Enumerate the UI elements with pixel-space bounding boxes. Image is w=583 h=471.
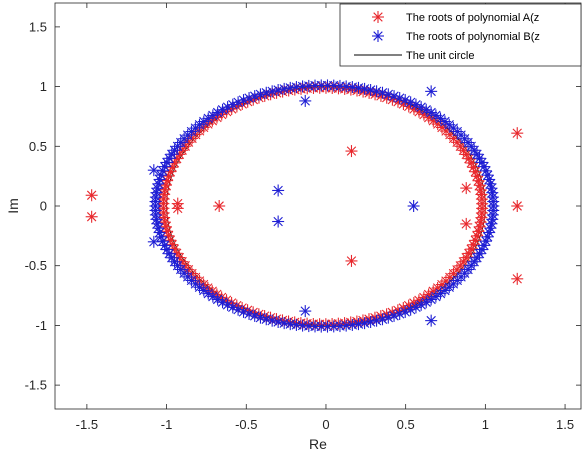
data-point [438,284,451,297]
data-point [346,81,359,94]
data-point [290,318,303,331]
data-point [243,92,256,105]
legend-marker-swatch [372,11,384,23]
x-axis-label: Re [309,436,327,452]
data-point [388,309,401,322]
data-point [352,81,365,94]
data-point [299,305,312,318]
data-point [284,81,297,94]
data-point [382,311,395,324]
y-tick-label: -1.5 [25,378,47,393]
data-point [147,235,160,248]
plot-area [85,79,524,333]
data-point [409,98,422,111]
data-point [147,164,160,177]
data-point [345,254,358,267]
data-point [237,94,250,107]
data-point [254,311,267,324]
ticks: -1.5 -1 -0.5 0 0.5 1 1.5 -1.5 -1 -0.5 0 0.5 1 1.5 [25,3,581,432]
data-point [465,243,478,256]
data-point [511,127,524,140]
data-point [232,96,245,109]
y-axis-label: Im [5,198,21,214]
data-point [346,318,359,331]
data-point [472,225,485,238]
data-point [460,182,473,195]
data-point [278,82,291,95]
data-point [254,88,267,101]
y-tick-label: 0.5 [29,139,47,154]
data-point [460,217,473,230]
data-point [370,314,383,327]
x-tick-label: 0.5 [397,417,415,432]
data-point [213,200,226,212]
data-point [352,318,365,331]
data-point [487,204,500,217]
legend-entry-label: The roots of polynomial B(z [406,31,540,43]
series-2 [147,79,500,333]
data-point [364,83,377,96]
data-point [171,202,184,215]
data-point [425,293,438,306]
data-point [340,80,353,93]
data-point [299,94,312,107]
data-point [272,184,285,197]
data-point [407,200,420,212]
data-point [485,182,498,195]
data-point [358,82,371,95]
x-tick-label: -0.5 [235,417,257,432]
y-tick-label: 1 [40,79,47,94]
data-point [476,202,489,215]
data-point [399,305,412,318]
data-point [272,316,285,329]
data-point [278,317,291,330]
x-tick-label: 0 [322,417,329,432]
data-point [511,200,524,212]
data-point [358,317,371,330]
data-point [340,319,353,332]
data-point [232,303,245,316]
data-point [345,145,358,158]
data-point [409,301,422,314]
data-point [221,298,234,311]
data-point [272,215,285,228]
data-point [429,290,442,303]
legend-entry-label: The roots of polynomial A(z [406,12,539,24]
data-point [85,189,98,202]
data-point [425,85,438,98]
data-point [260,313,273,326]
legend: The roots of polynomial A(z The roots of … [339,3,582,67]
data-point [237,305,250,318]
legend-marker-swatch [372,30,384,42]
x-tick-label: -1 [161,417,173,432]
data-point [404,96,417,109]
y-tick-label: 1.5 [29,19,47,34]
data-point [290,81,303,94]
data-point [85,210,98,223]
data-point [211,293,224,306]
x-tick-label: 1.5 [556,417,574,432]
data-point [216,103,229,116]
x-tick-label: -1.5 [76,417,98,432]
data-point [296,80,309,93]
x-tick-label: 1 [482,417,489,432]
data-point [511,272,524,285]
data-point [284,318,297,331]
y-tick-label: -1 [35,318,47,333]
legend-entry-label: The unit circle [406,50,474,62]
y-tick-label: -0.5 [25,258,47,273]
y-tick-label: 0 [40,199,47,214]
data-point [425,314,438,327]
